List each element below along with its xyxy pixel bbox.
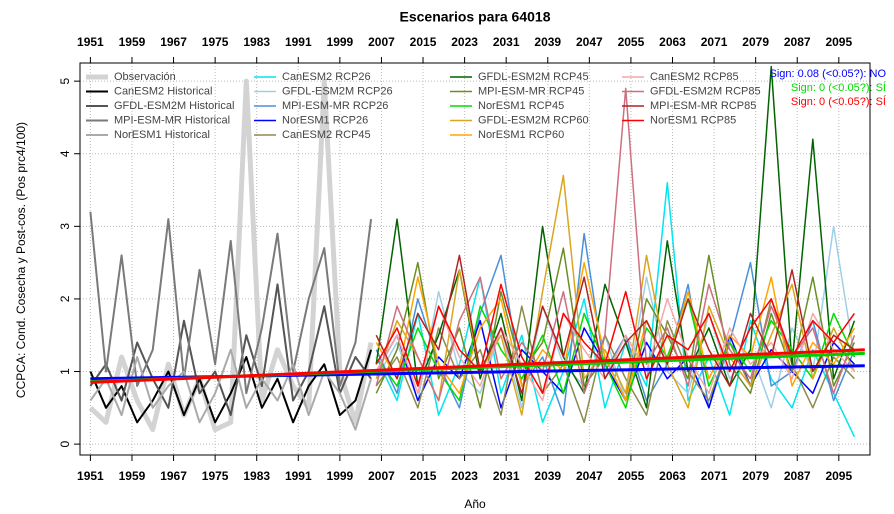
x-tick-label: 2063 (659, 469, 686, 483)
series-line (375, 65, 856, 409)
series-line (89, 349, 373, 424)
series-line (375, 232, 856, 416)
x-tick-label-top: 2015 (410, 35, 437, 49)
legend-label: Observación (114, 71, 176, 83)
x-tick-label: 2031 (493, 469, 520, 483)
legend-label: GFDL-ESM2M RCP45 (478, 71, 589, 83)
series-line (375, 283, 856, 395)
x-tick-label: 1975 (202, 469, 229, 483)
x-tick-label: 2047 (576, 469, 603, 483)
annotation: Sign: 0 (<0.05?): SÍ (791, 81, 887, 94)
x-tick-label-top: 1999 (327, 35, 354, 49)
x-tick-label: 2079 (742, 469, 769, 483)
legend-label: GFDL-ESM2M RCP26 (282, 85, 393, 97)
x-tick-label: 2015 (410, 469, 437, 483)
x-tick-label: 2071 (701, 469, 728, 483)
x-tick-label-top: 1951 (77, 35, 104, 49)
x-tick-label-top: 1975 (202, 35, 229, 49)
legend-label: GFDL-ESM2M Historical (114, 100, 234, 112)
x-tick-label: 1959 (119, 469, 146, 483)
legend-label: CanESM2 Historical (114, 85, 212, 97)
y-tick-label: 4 (58, 150, 72, 157)
annotation: Sign: 0 (<0.05?): SÍ (791, 95, 887, 108)
x-tick-label-top: 2007 (368, 35, 395, 49)
series-line (375, 174, 856, 416)
legend-label: NorESM1 Historical (114, 129, 210, 141)
series-line (375, 261, 856, 402)
x-tick-label-top: 1967 (160, 35, 187, 49)
series-line (88, 78, 374, 433)
legend-label: GFDL-ESM2M RCP60 (478, 114, 589, 126)
x-tick-label-top: 2095 (825, 35, 852, 49)
legend-label: NorESM1 RCP85 (650, 114, 736, 126)
y-tick-label: 1 (58, 368, 72, 375)
y-tick-label: 0 (58, 440, 72, 447)
x-tick-label-top: 1991 (285, 35, 312, 49)
x-tick-label: 2023 (451, 469, 478, 483)
legend-label: MPI-ESM-MR RCP45 (478, 85, 584, 97)
legend-label: NorESM1 RCP60 (478, 129, 564, 141)
series-line (375, 87, 856, 402)
series-line (89, 211, 373, 395)
x-tick-label: 1983 (243, 469, 270, 483)
x-tick-label-top: 2039 (534, 35, 561, 49)
x-tick-label-top: 1983 (243, 35, 270, 49)
plot-frame (79, 62, 871, 456)
x-tick-label-top: 2087 (784, 35, 811, 49)
x-axis-label: Año (464, 497, 486, 511)
trend-line (90, 348, 865, 384)
annotation: Sign: 0.08 (<0.05?): NO (770, 68, 887, 80)
chart-title: Escenarios para 64018 (400, 9, 551, 25)
x-tick-label: 1999 (327, 469, 354, 483)
x-tick-label-top: 2063 (659, 35, 686, 49)
y-tick-label: 2 (58, 295, 72, 302)
x-tick-label: 1951 (77, 469, 104, 483)
x-tick-label: 2095 (825, 469, 852, 483)
x-tick-label: 2055 (618, 469, 645, 483)
x-tick-label-top: 1959 (119, 35, 146, 49)
y-tick-label: 3 (58, 223, 72, 230)
legend-label: NorESM1 RCP26 (282, 114, 368, 126)
y-axis-label: CCPCA: Cond. Cosecha y Post-cos. (Pos pr… (14, 122, 28, 398)
x-tick-label-top: 2023 (451, 35, 478, 49)
legend-label: NorESM1 RCP45 (478, 100, 564, 112)
x-tick-label: 2007 (368, 469, 395, 483)
y-tick-label: 5 (58, 77, 72, 84)
series-line (375, 298, 855, 402)
x-tick-label-top: 2031 (493, 35, 520, 49)
series-line (89, 283, 372, 417)
series-line (375, 225, 856, 409)
legend-label: GFDL-ESM2M RCP85 (650, 85, 761, 97)
x-tick-label: 1991 (285, 469, 312, 483)
legend-label: MPI-ESM-MR RCP26 (282, 100, 388, 112)
x-tick-label: 2039 (534, 469, 561, 483)
x-tick-label: 1967 (160, 469, 187, 483)
legend-label: CanESM2 RCP45 (282, 129, 371, 141)
x-tick-label-top: 2047 (576, 35, 603, 49)
legend-label: MPI-ESM-MR Historical (114, 114, 230, 126)
x-tick-label: 2087 (784, 469, 811, 483)
legend-label: CanESM2 RCP26 (282, 71, 371, 83)
x-tick-label-top: 2071 (701, 35, 728, 49)
x-tick-label-top: 2055 (618, 35, 645, 49)
legend-label: MPI-ESM-MR RCP85 (650, 100, 756, 112)
legend-label: CanESM2 RCP85 (650, 71, 739, 83)
x-tick-label-top: 2079 (742, 35, 769, 49)
